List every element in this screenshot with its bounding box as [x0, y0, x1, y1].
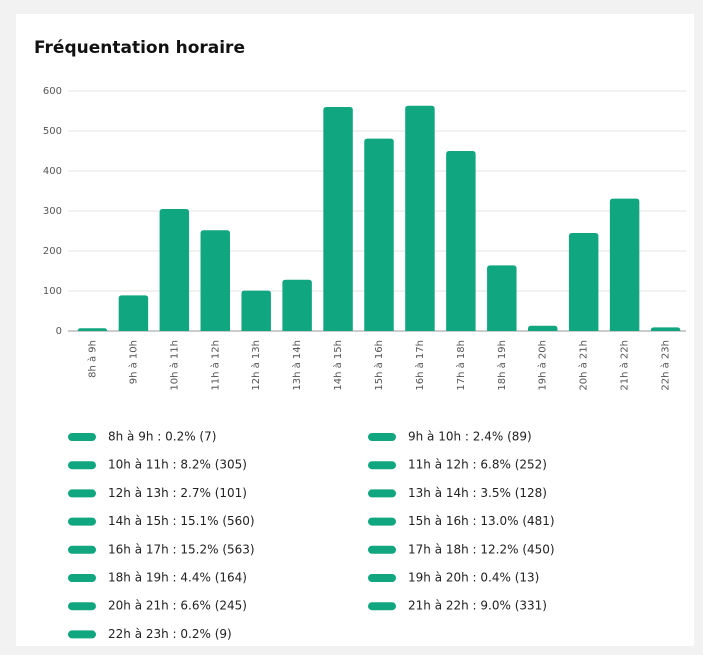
legend-swatch [368, 602, 396, 611]
x-tick-label: 9h à 10h [127, 340, 139, 384]
y-tick-label: 100 [43, 286, 62, 297]
y-tick-label: 200 [43, 246, 62, 257]
x-tick-label: 18h à 19h [496, 340, 508, 391]
y-tick-label: 600 [43, 86, 62, 97]
legend-swatch [68, 602, 96, 611]
bar [609, 198, 640, 331]
legend-swatch [368, 433, 396, 441]
legend-swatch [68, 489, 96, 498]
y-tick-label: 0 [56, 326, 62, 337]
legend-label: 18h à 19h : 4.4% (164) [108, 571, 247, 585]
bar [118, 295, 149, 331]
legend-label: 9h à 10h : 2.4% (89) [408, 430, 532, 444]
x-tick-label: 13h à 14h [291, 340, 303, 391]
legend-label: 22h à 23h : 0.2% (9) [108, 627, 232, 641]
y-tick-label: 500 [43, 126, 62, 137]
bar [282, 279, 312, 331]
x-tick-label: 19h à 20h [537, 340, 549, 391]
bar [405, 105, 435, 331]
legend-swatch [368, 545, 396, 554]
legend-swatch [68, 630, 96, 639]
x-tick-label: 21h à 22h [619, 340, 631, 391]
legend-label: 16h à 17h : 15.2% (563) [108, 542, 255, 556]
bar [650, 327, 681, 331]
legend-swatch [368, 517, 396, 526]
legend-swatch [368, 489, 396, 498]
x-tick-label: 20h à 21h [578, 340, 590, 391]
x-tick-label: 15h à 16h [373, 340, 385, 391]
bar [364, 138, 394, 331]
y-tick-label: 400 [43, 166, 62, 177]
x-tick-label: 8h à 9h [86, 340, 98, 378]
legend-swatch [68, 574, 96, 582]
legend-label: 21h à 22h : 9.0% (331) [408, 599, 547, 613]
chart-title: Fréquentation horaire [34, 38, 245, 58]
legend-label: 12h à 13h : 2.7% (101) [108, 486, 247, 500]
x-tick-label: 16h à 17h [414, 340, 426, 391]
x-tick-label: 14h à 15h [332, 340, 344, 391]
legend-label: 20h à 21h : 6.6% (245) [108, 599, 247, 613]
legend-label: 11h à 12h : 6.8% (252) [408, 458, 547, 472]
legend-swatch [68, 461, 96, 470]
bar [568, 233, 599, 331]
bar [323, 107, 353, 331]
x-tick-label: 12h à 13h [250, 340, 262, 391]
legend-swatch [68, 545, 96, 554]
x-tick-label: 10h à 11h [168, 340, 180, 391]
bar [446, 151, 476, 331]
legend-label: 15h à 16h : 13.0% (481) [408, 514, 555, 528]
legend-label: 13h à 14h : 3.5% (128) [408, 486, 547, 500]
legend-label: 17h à 18h : 12.2% (450) [408, 542, 555, 556]
legend-swatch [368, 461, 396, 470]
legend-label: 8h à 9h : 0.2% (7) [108, 430, 216, 444]
bar [77, 328, 108, 331]
x-tick-label: 17h à 18h [455, 340, 467, 391]
bar [241, 290, 271, 331]
legend-label: 10h à 11h : 8.2% (305) [108, 458, 247, 472]
y-tick-label: 300 [43, 206, 62, 217]
bar [527, 325, 558, 331]
legend-swatch [368, 574, 396, 582]
bar [487, 265, 517, 331]
x-tick-label: 11h à 12h [209, 340, 221, 391]
bar [159, 209, 190, 331]
legend-label: 14h à 15h : 15.1% (560) [108, 514, 255, 528]
legend-label: 19h à 20h : 0.4% (13) [408, 571, 539, 585]
legend-swatch [68, 517, 96, 526]
legend-swatch [68, 433, 96, 441]
x-tick-label: 22h à 23h [660, 340, 672, 391]
bar [200, 230, 231, 331]
